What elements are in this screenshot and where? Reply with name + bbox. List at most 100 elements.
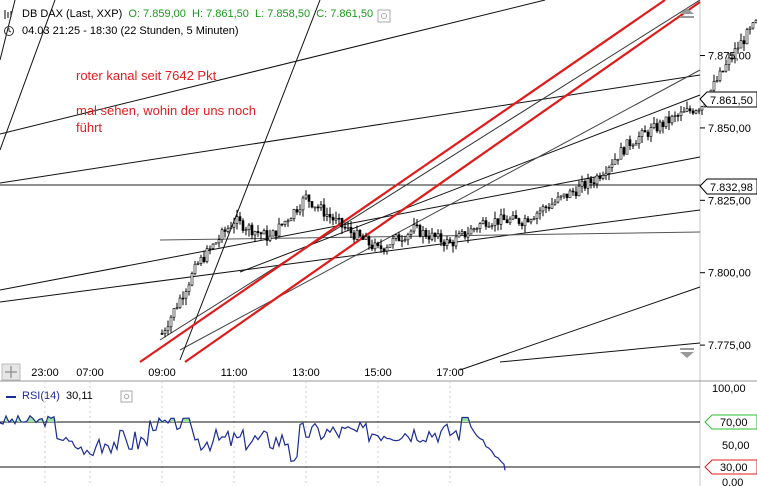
- last-price-box: 7.861,50: [699, 91, 757, 108]
- candle-body: [337, 217, 341, 220]
- candle-body: [613, 158, 617, 165]
- candle-body: [499, 214, 503, 225]
- candle-body: [586, 178, 590, 189]
- chart-type-icon[interactable]: [4, 10, 12, 19]
- candle-body: [556, 196, 560, 203]
- candle-body: [748, 27, 752, 30]
- candle-body: [622, 147, 626, 155]
- candle-body: [589, 178, 593, 184]
- candle-body: [445, 239, 449, 246]
- candle-body: [211, 243, 215, 249]
- candle-body: [496, 218, 500, 225]
- candle-body: [730, 57, 734, 60]
- candle-body: [616, 158, 620, 161]
- candle-body: [565, 193, 569, 199]
- candle-body: [601, 175, 605, 179]
- candle-body: [559, 195, 563, 198]
- candle-body: [595, 175, 599, 185]
- candle-body: [550, 203, 554, 209]
- candle-body: [679, 111, 683, 116]
- candle-body: [682, 110, 686, 113]
- candle-body: [493, 218, 497, 226]
- candle-body: [310, 201, 314, 208]
- settings-icon[interactable]: [377, 9, 391, 23]
- time-tick-label: 11:00: [221, 367, 248, 379]
- candle-body: [316, 206, 320, 209]
- level-price-box: 7.832,98: [699, 178, 757, 195]
- candle-body: [439, 233, 443, 243]
- candle-body: [640, 130, 644, 137]
- candle-body: [361, 235, 365, 240]
- candle-body: [415, 224, 419, 227]
- time-axis: 23:00 07:00 09:00 11:00 13:00 15:00 17:00: [31, 367, 464, 486]
- rsi-lower-box: 30,00: [704, 459, 757, 475]
- rsi-settings-icon[interactable]: [120, 390, 133, 403]
- candle-body: [502, 214, 506, 221]
- candle-body: [184, 291, 188, 299]
- candle-body: [385, 247, 389, 252]
- candle-body: [727, 57, 731, 65]
- candle-body: [271, 230, 275, 237]
- candle-body: [472, 228, 476, 231]
- candle-body: [469, 228, 473, 235]
- candle-body: [358, 230, 362, 237]
- candle-body: [490, 225, 494, 227]
- candle-body: [652, 123, 656, 128]
- candle-body: [697, 109, 701, 112]
- candle-body: [580, 181, 584, 187]
- time-tick-label: 13:00: [292, 367, 320, 379]
- collapse-arrows-icon[interactable]: [680, 8, 694, 18]
- candle-body: [232, 222, 236, 228]
- candle-body: [583, 181, 587, 189]
- move-icon[interactable]: [1, 363, 21, 381]
- candle-body: [172, 308, 176, 318]
- candle-body: [454, 236, 458, 247]
- symbol-label: DB DAX (Last, XXP): [22, 8, 123, 20]
- candle-body: [568, 190, 572, 199]
- candle-body: [166, 326, 170, 331]
- candle-body: [655, 123, 659, 132]
- candle-body: [448, 239, 452, 243]
- candle-body: [562, 193, 566, 197]
- candle-body: [259, 232, 263, 235]
- candle-body: [268, 235, 272, 241]
- candle-body: [484, 220, 488, 227]
- time-tick-label: 09:00: [148, 367, 176, 379]
- candle-body: [658, 121, 662, 132]
- candle-body: [676, 115, 680, 117]
- candle-body: [364, 236, 368, 240]
- candle-body: [355, 230, 359, 240]
- candle-body: [631, 144, 635, 147]
- candle-body: [220, 229, 224, 240]
- candle-body: [388, 244, 392, 248]
- candle-body: [247, 224, 251, 230]
- scroll-down-icon[interactable]: [680, 348, 694, 358]
- annotation-line-1: roter kanal seit 7642 Pkt: [76, 68, 217, 83]
- rsi-tick-50: 50,00: [722, 440, 750, 452]
- candle-body: [178, 297, 182, 308]
- candle-body: [643, 130, 647, 133]
- trend-lines: [0, 0, 701, 371]
- candle-body: [367, 236, 371, 246]
- candle-body: [691, 110, 695, 114]
- candle-body: [511, 215, 515, 220]
- candle-body: [250, 224, 254, 236]
- time-tick-label: 23:00: [31, 367, 59, 379]
- candle-body: [406, 234, 410, 241]
- candle-body: [547, 207, 551, 209]
- candle-body: [571, 190, 575, 193]
- candle-body: [460, 231, 464, 235]
- candle-body: [307, 194, 311, 202]
- candle-body: [532, 218, 536, 220]
- candle-body: [376, 242, 380, 247]
- candle-body: [169, 316, 173, 328]
- red-channel: [139, 0, 701, 363]
- candle-body: [739, 40, 743, 49]
- candle-body: [352, 232, 356, 240]
- candle-body: [463, 231, 467, 238]
- candle-body: [262, 230, 266, 235]
- candle-body: [745, 29, 749, 45]
- candle-body: [736, 47, 740, 50]
- candle-body: [685, 108, 689, 112]
